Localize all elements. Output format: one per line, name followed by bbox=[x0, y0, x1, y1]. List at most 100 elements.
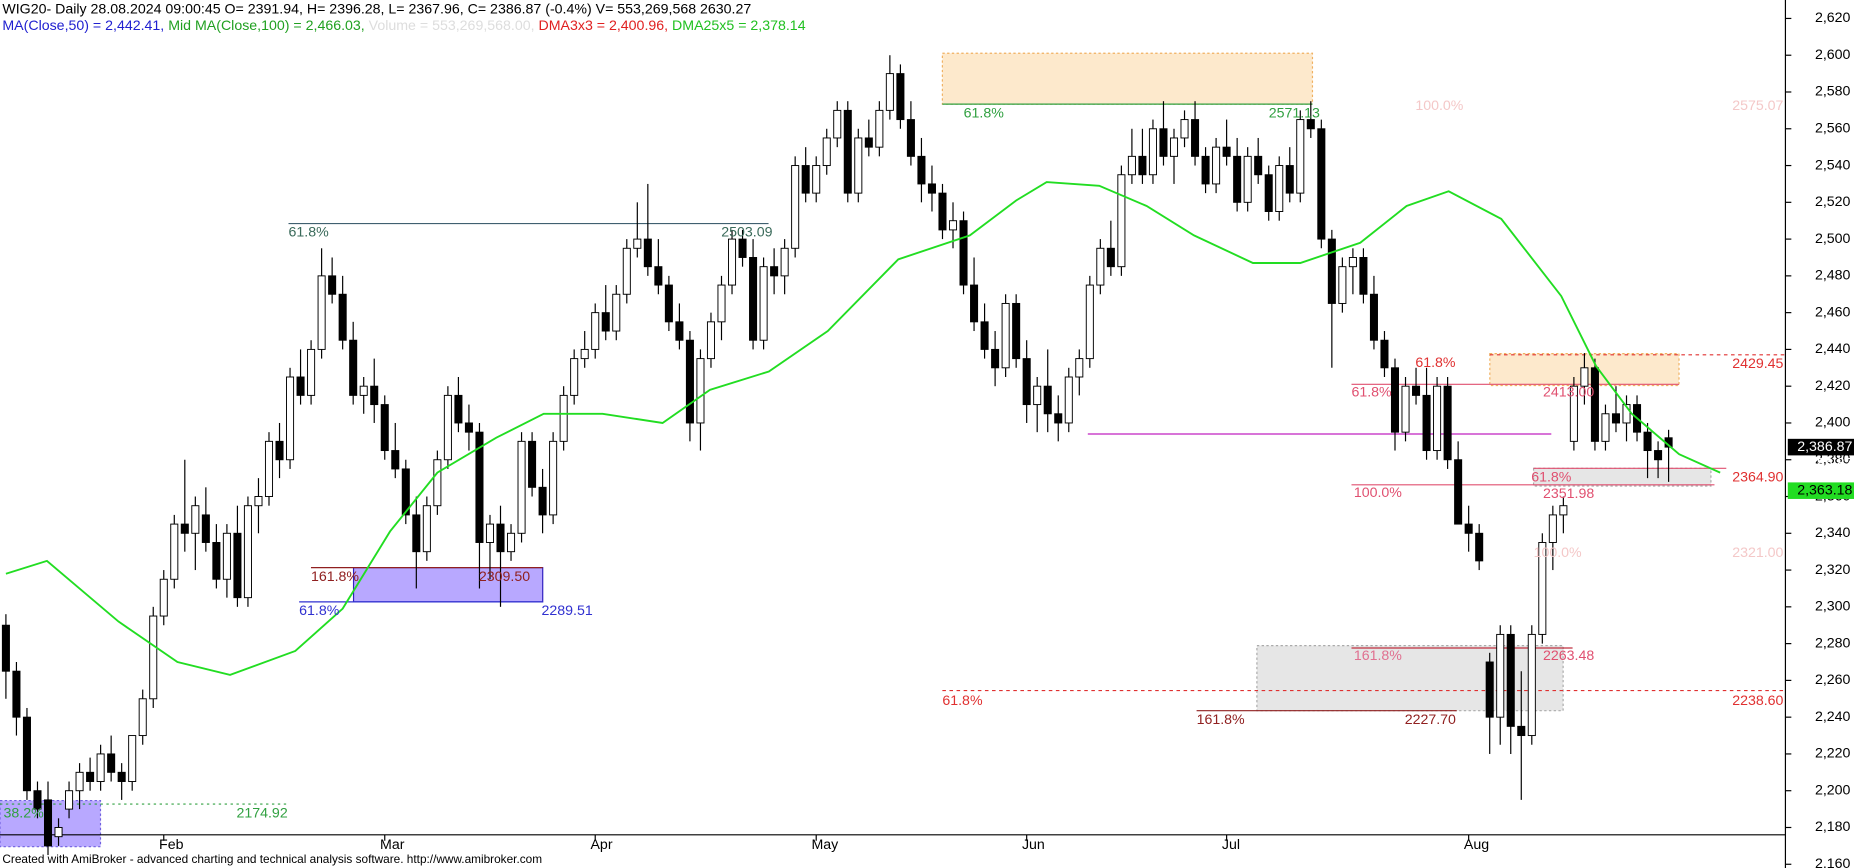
candle-body bbox=[117, 771, 126, 782]
candle-body bbox=[1580, 367, 1589, 387]
candle-body bbox=[1085, 284, 1094, 360]
candle-body bbox=[170, 523, 179, 580]
candle-body bbox=[1264, 174, 1273, 212]
candle-body bbox=[759, 266, 768, 341]
candle-body bbox=[801, 165, 810, 194]
annotation: 2321.00 bbox=[1732, 545, 1783, 561]
zone bbox=[1256, 645, 1564, 712]
candle-body bbox=[1654, 450, 1663, 461]
x-tick-label: May bbox=[811, 837, 839, 853]
candle-body bbox=[264, 440, 274, 497]
candle-body bbox=[643, 238, 652, 268]
candle-body bbox=[570, 358, 579, 396]
candle-body bbox=[86, 771, 95, 782]
candle-body bbox=[96, 753, 105, 782]
candle-body bbox=[675, 321, 684, 341]
annotation: 100.0% bbox=[1354, 485, 1402, 501]
candle-body bbox=[1001, 302, 1010, 369]
candle-body bbox=[1306, 119, 1315, 130]
candle-body bbox=[464, 422, 473, 433]
candle-body bbox=[454, 394, 463, 424]
y-tick-label: 2,380 bbox=[1815, 451, 1851, 467]
candle-body bbox=[338, 293, 347, 341]
y-tick-label: 2,480 bbox=[1815, 268, 1851, 284]
candle-body bbox=[149, 615, 158, 700]
legend-entry: MA(Close,50) = 2,442.41, bbox=[2, 18, 164, 34]
candle-body bbox=[54, 827, 63, 838]
y-tick-label: 2,340 bbox=[1815, 525, 1851, 541]
candle-body bbox=[370, 385, 379, 406]
y-tick-label: 2,620 bbox=[1815, 10, 1851, 26]
x-tick-label: Feb bbox=[159, 837, 184, 853]
header-title: WIG20- Daily 28.08.2024 09:00:45 O= 2391… bbox=[2, 1, 751, 17]
annotation: 2263.48 bbox=[1543, 648, 1594, 664]
candle-body bbox=[1590, 367, 1599, 442]
candle-body bbox=[1611, 413, 1621, 424]
candle-body bbox=[75, 771, 84, 792]
candle-body bbox=[791, 165, 800, 249]
candle-body bbox=[1401, 385, 1410, 433]
candle-body bbox=[864, 137, 873, 148]
y-tick-label: 2,280 bbox=[1815, 635, 1851, 651]
candle-body bbox=[1643, 431, 1652, 452]
y-tick-label: 2,220 bbox=[1815, 746, 1851, 762]
header-legend: MA(Close,50) = 2,442.41, Mid MA(Close,10… bbox=[2, 18, 805, 34]
price-badge bbox=[1787, 438, 1854, 456]
candle-body bbox=[1191, 119, 1200, 157]
candle-body bbox=[1527, 633, 1536, 737]
candle-body bbox=[380, 404, 389, 452]
candle-body bbox=[1422, 394, 1431, 452]
candle-body bbox=[1359, 257, 1368, 295]
candle-body bbox=[854, 137, 863, 194]
candle-body bbox=[401, 468, 410, 516]
annotation: 38.2% bbox=[4, 805, 45, 821]
zone bbox=[1532, 467, 1712, 487]
candle-body bbox=[1327, 238, 1336, 304]
candle-body bbox=[717, 284, 726, 323]
candle-body bbox=[1285, 165, 1294, 194]
candle-body bbox=[991, 348, 1000, 369]
annotation: 161.8% bbox=[1197, 712, 1245, 728]
x-tick-label: Mar bbox=[380, 837, 405, 853]
candle-body bbox=[275, 440, 284, 461]
candle-body bbox=[1148, 128, 1157, 176]
annotation: 100.0% bbox=[1534, 545, 1582, 561]
annotation: 2575.07 bbox=[1732, 98, 1783, 114]
candle-body bbox=[728, 238, 737, 286]
price-badge-label: 2,386.87 bbox=[1797, 455, 1852, 471]
candle-body bbox=[1369, 293, 1378, 341]
candle-body bbox=[906, 119, 915, 157]
candle-body bbox=[1043, 385, 1052, 415]
annotation: 100.0% bbox=[1415, 98, 1463, 114]
candle-body bbox=[201, 514, 210, 543]
x-tick-label: Aug bbox=[1464, 837, 1489, 853]
candle-body bbox=[1138, 155, 1147, 176]
annotation: 2364.90 bbox=[1732, 469, 1783, 485]
y-tick-label: 2,300 bbox=[1815, 599, 1851, 615]
candle-body bbox=[843, 109, 852, 194]
annotation: 2571.13 bbox=[1269, 105, 1320, 121]
candle-body bbox=[180, 523, 189, 534]
candle-body bbox=[349, 339, 358, 396]
candle-body bbox=[591, 312, 600, 350]
price-badge-label: 2,363.18 bbox=[1797, 482, 1852, 498]
candle-body bbox=[685, 339, 694, 424]
annotation: 61.8% bbox=[964, 105, 1005, 121]
y-tick-label: 2,440 bbox=[1815, 341, 1851, 357]
candle-body bbox=[317, 275, 326, 350]
candle-body bbox=[1559, 505, 1568, 516]
annotation: 61.8% bbox=[289, 225, 330, 241]
candle-body bbox=[917, 155, 926, 185]
candle-body bbox=[833, 109, 842, 139]
candle-body bbox=[538, 486, 547, 516]
annotation: 61.8% bbox=[1531, 469, 1572, 485]
y-tick-label: 2,180 bbox=[1815, 819, 1851, 835]
candle-body bbox=[243, 505, 252, 599]
candle-body bbox=[633, 238, 642, 249]
candle-body bbox=[1506, 633, 1515, 727]
candle-body bbox=[959, 220, 968, 286]
candle-body bbox=[1390, 367, 1400, 433]
candle-body bbox=[1033, 385, 1042, 406]
annotation: 61.8% bbox=[1351, 384, 1392, 400]
annotation: 2309.50 bbox=[479, 569, 530, 585]
